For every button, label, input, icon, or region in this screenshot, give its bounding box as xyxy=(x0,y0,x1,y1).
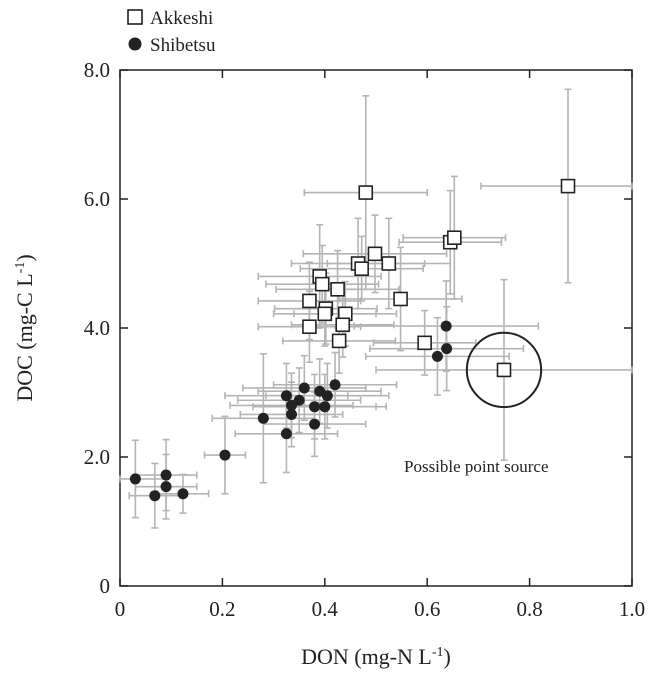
akkeshi-point xyxy=(335,317,351,333)
x-tick-label: 0.8 xyxy=(516,597,542,621)
shibetsu-point xyxy=(280,428,292,440)
shibetsu-point xyxy=(309,401,321,413)
shibetsu-point xyxy=(329,379,341,391)
x-tick-label: 0.6 xyxy=(414,597,440,621)
akkeshi-point xyxy=(331,333,347,349)
legend-item-akkeshi: Akkeshi xyxy=(127,8,213,29)
x-tick-label: 0.4 xyxy=(312,597,339,621)
legend-item-shibetsu: Shibetsu xyxy=(128,35,216,56)
akkeshi-point xyxy=(496,362,512,378)
legend-label-akkeshi: Akkeshi xyxy=(150,8,213,29)
point-source-annotation: Possible point source xyxy=(404,331,549,476)
shibetsu-point xyxy=(440,320,452,332)
point-source-circle xyxy=(465,331,543,409)
y-tick-label: 0 xyxy=(100,574,111,598)
y-axis-title-superscript: -1 xyxy=(13,262,28,274)
akkeshi-point xyxy=(314,276,330,292)
shibetsu-point xyxy=(286,408,298,420)
akkeshi-point xyxy=(381,256,397,271)
shibetsu-point xyxy=(441,343,453,355)
shibetsu-point xyxy=(160,469,172,481)
error-bars xyxy=(119,88,633,529)
shibetsu-point xyxy=(286,399,298,411)
legend-marker-open-square xyxy=(127,9,143,25)
legend-marker-filled-circle xyxy=(128,37,142,51)
y-tick-label: 2.0 xyxy=(84,445,110,469)
akkeshi-point xyxy=(330,281,345,297)
x-tick-label: 0.2 xyxy=(209,597,235,621)
x-axis-title-end: ) xyxy=(444,644,451,669)
y-tick-label: 8.0 xyxy=(84,58,110,82)
akkeshi-point xyxy=(302,319,317,335)
point-source-label: Possible point source xyxy=(404,457,549,476)
akkeshi-point xyxy=(447,230,462,245)
x-tick-label: 0 xyxy=(115,597,126,621)
akkeshi-point xyxy=(317,306,333,322)
plot-area-frame xyxy=(119,69,633,587)
shibetsu-point xyxy=(298,382,310,394)
akkeshi-point xyxy=(367,246,383,262)
data-points xyxy=(129,178,576,502)
y-tick-label: 6.0 xyxy=(84,187,110,211)
shibetsu-point xyxy=(431,350,443,362)
y-axis-title: DOC (mg-C L-1) xyxy=(12,254,37,401)
y-axis-title-end: ) xyxy=(12,254,37,261)
shibetsu-point xyxy=(149,490,161,502)
akkeshi-point xyxy=(354,261,369,276)
legend: Akkeshi Shibetsu xyxy=(127,8,216,56)
shibetsu-point xyxy=(321,390,333,402)
shibetsu-point xyxy=(177,488,189,500)
x-axis-title-superscript: -1 xyxy=(432,645,444,660)
shibetsu-point xyxy=(309,418,321,430)
akkeshi-point xyxy=(302,293,317,309)
shibetsu-point xyxy=(319,401,331,413)
legend-label-shibetsu: Shibetsu xyxy=(150,35,216,56)
akkeshi-point xyxy=(393,291,408,307)
shibetsu-point xyxy=(129,473,141,485)
akkeshi-point xyxy=(358,185,374,200)
akkeshi-point xyxy=(417,335,432,351)
akkeshi-point xyxy=(560,178,576,194)
shibetsu-point xyxy=(257,412,269,424)
shibetsu-point xyxy=(219,449,231,461)
axis-ticks: 0 0.2 0.4 0.6 0.8 1.0 0 2.0 4.0 6.0 8.0 xyxy=(84,58,645,621)
x-tick-label: 1.0 xyxy=(619,597,645,621)
shibetsu-point xyxy=(160,481,172,493)
error-bar xyxy=(119,439,167,519)
shibetsu-point xyxy=(280,390,292,402)
error-bar xyxy=(480,88,633,284)
y-tick-label: 4.0 xyxy=(84,316,110,340)
x-axis-title: DON (mg-N L-1) xyxy=(301,644,451,669)
